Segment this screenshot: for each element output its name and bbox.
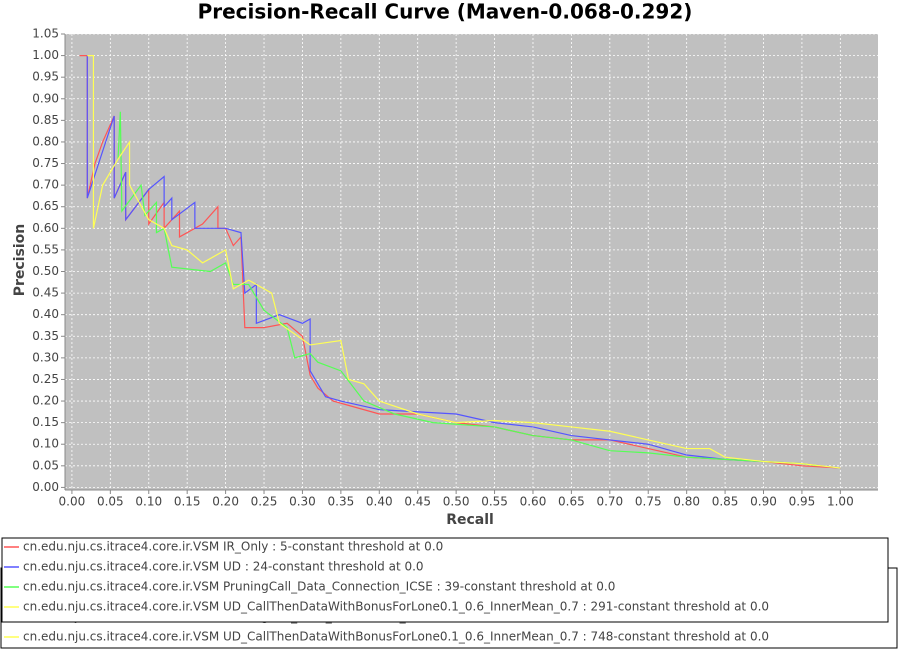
x-tick-label: 0.35 [328, 495, 355, 509]
legend-label: cn.edu.nju.cs.itrace4.core.ir.VSM UD : 2… [23, 560, 424, 574]
x-tick-label: 0.60 [520, 495, 547, 509]
y-tick-label: 0.15 [32, 415, 59, 429]
x-tick-label: 0.45 [404, 495, 431, 509]
y-tick-label: 0.65 [32, 199, 59, 213]
y-tick-label: 0.00 [32, 480, 59, 494]
x-tick-label: 0.40 [366, 495, 393, 509]
y-tick-label: 0.75 [32, 156, 59, 170]
y-tick-label: 0.25 [32, 372, 59, 386]
y-tick-label: 0.60 [32, 221, 59, 235]
y-tick-label: 0.50 [32, 264, 59, 278]
x-tick-label: 0.65 [558, 495, 585, 509]
x-tick-label: 0.30 [289, 495, 316, 509]
x-tick-label: 0.50 [443, 495, 470, 509]
plot-area [65, 34, 878, 490]
y-tick-label: 1.00 [32, 48, 59, 62]
series-line [117, 111, 818, 467]
y-tick-label: 0.05 [32, 458, 59, 472]
x-tick-label: 0.20 [212, 495, 239, 509]
x-tick-label: 0.05 [97, 495, 124, 509]
y-tick-label: 0.80 [32, 134, 59, 148]
x-tick-label: 0.85 [712, 495, 739, 509]
y-tick-label: 0.30 [32, 350, 59, 364]
x-tick-label: 0.00 [59, 495, 86, 509]
x-tick-label: 0.10 [135, 495, 162, 509]
y-tick-label: 1.05 [32, 27, 59, 41]
x-tick-label: 0.70 [596, 495, 623, 509]
x-tick-label: 0.90 [750, 495, 777, 509]
chart-title: Precision-Recall Curve (Maven-0.068-0.29… [198, 0, 693, 24]
series-line [87, 54, 841, 469]
x-tick-label: 0.95 [789, 495, 816, 509]
legend-box [1, 537, 889, 623]
y-tick-label: 0.45 [32, 286, 59, 300]
y-tick-label: 0.10 [32, 437, 59, 451]
y-tick-label: 0.70 [32, 178, 59, 192]
x-tick-label: 1.00 [827, 495, 854, 509]
legend-label: cn.edu.nju.cs.itrace4.core.ir.VSM UD_Cal… [23, 630, 769, 644]
y-tick-label: 0.85 [32, 113, 59, 127]
y-tick-label: 0.95 [32, 70, 59, 84]
legend-label: cn.edu.nju.cs.itrace4.core.ir.VSM IR_Onl… [23, 540, 443, 554]
x-tick-label: 0.75 [635, 495, 662, 509]
y-tick-label: 0.35 [32, 329, 59, 343]
y-tick-label: 0.20 [32, 394, 59, 408]
series-line [86, 55, 841, 469]
x-axis-label: Recall [446, 512, 494, 528]
legend-label: cn.edu.nju.cs.itrace4.core.ir.VSM Prunin… [23, 580, 615, 594]
x-tick-label: 0.80 [673, 495, 700, 509]
y-tick-label: 0.55 [32, 242, 59, 256]
legend-label: cn.edu.nju.cs.itrace4.core.ir.VSM UD_Cal… [23, 600, 769, 614]
x-tick-label: 0.25 [251, 495, 278, 509]
x-tick-label: 0.55 [481, 495, 508, 509]
y-tick-label: 0.40 [32, 307, 59, 321]
y-axis-label: Precision [12, 224, 28, 296]
y-tick-label: 0.90 [32, 91, 59, 105]
x-tick-label: 0.15 [174, 495, 201, 509]
